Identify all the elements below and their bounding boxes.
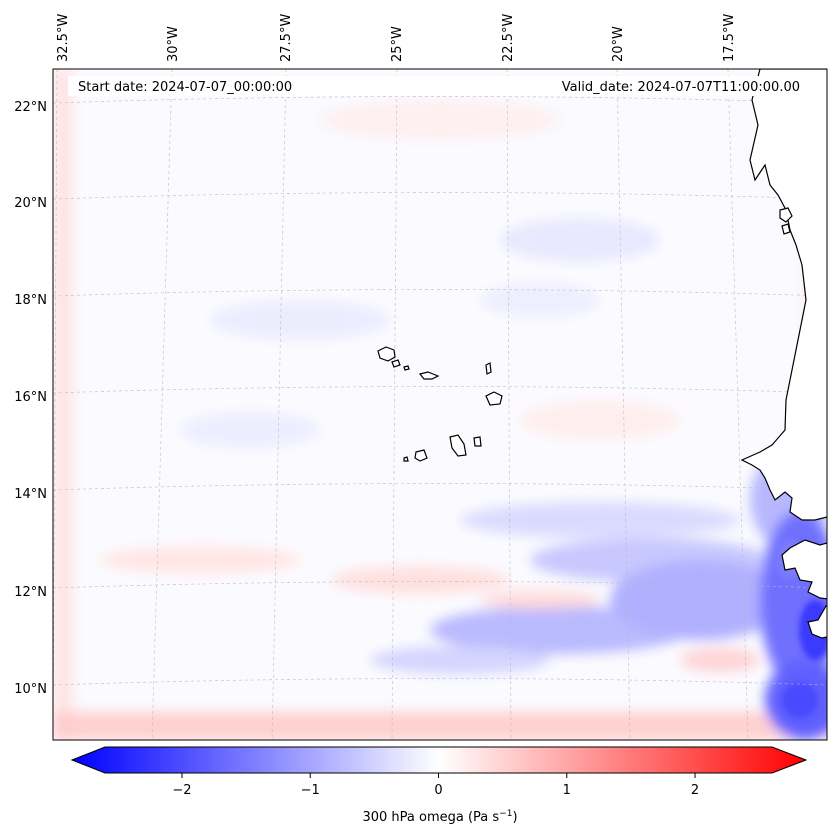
lon-label: 25°W: [390, 26, 405, 62]
island-dakar-a: [779, 207, 793, 223]
plot-frame: [52, 68, 828, 741]
colorbar-tick-label: −1: [301, 783, 320, 798]
island-maio: [473, 436, 482, 447]
island-dakar-b: [781, 223, 791, 235]
african-coastline: [740, 69, 827, 521]
lon-label: 22.5°W: [501, 14, 516, 62]
start-date-text: Start date: 2024-07-07_00:00:00: [78, 80, 292, 95]
lon-label: 30°W: [166, 26, 181, 62]
colorbar-tick-label: 2: [691, 783, 699, 798]
lat-label: 14°N: [14, 487, 47, 502]
island-santa-luzia: [403, 365, 410, 371]
island-sao-nicolau: [418, 371, 440, 380]
colorbar-label: 300 hPa omega (Pa s−1): [362, 809, 517, 825]
colorbar: −2 −1 0 1 2 300 hPa omega (Pa s−1): [70, 746, 808, 825]
coast-guinea: [807, 605, 827, 639]
island-sao-vicente: [391, 359, 401, 368]
lat-label: 16°N: [14, 390, 47, 405]
island-boa-vista: [485, 391, 503, 406]
lat-label: 18°N: [14, 293, 47, 308]
lon-label: 32.5°W: [56, 14, 71, 62]
coast-guinea-bissau: [781, 539, 827, 600]
colorbar-tick-label: −2: [172, 783, 191, 798]
omega-field: [53, 69, 827, 740]
island-santiago: [449, 434, 467, 457]
island-brava: [403, 456, 409, 462]
colorbar-body: [70, 746, 808, 774]
colorbar-ticks: −2 −1 0 1 2: [172, 773, 699, 798]
colorbar-tick-label: 0: [434, 783, 442, 798]
colorbar-tick-label: 1: [563, 783, 571, 798]
lon-label: 27.5°W: [279, 14, 294, 62]
lon-label: 20°W: [611, 26, 626, 62]
lat-label: 22°N: [14, 100, 47, 115]
header-strip: [68, 76, 810, 96]
map-plot-area: [53, 69, 827, 740]
island-sal: [485, 362, 492, 375]
lat-label: 20°N: [14, 196, 47, 211]
island-fogo: [414, 449, 428, 462]
lat-label: 12°N: [14, 585, 47, 600]
graticule: [53, 69, 827, 740]
lon-label: 17.5°W: [722, 14, 737, 62]
island-santo-antao: [377, 346, 396, 362]
latitude-labels: 22°N 20°N 18°N 16°N 14°N 12°N 10°N: [14, 100, 47, 697]
coastlines: [377, 69, 827, 639]
valid-date-text: Valid_date: 2024-07-07T11:00:00.00: [562, 80, 800, 95]
longitude-labels: 32.5°W 30°W 27.5°W 25°W 22.5°W 20°W 17.5…: [56, 14, 737, 62]
lat-label: 10°N: [14, 682, 47, 697]
